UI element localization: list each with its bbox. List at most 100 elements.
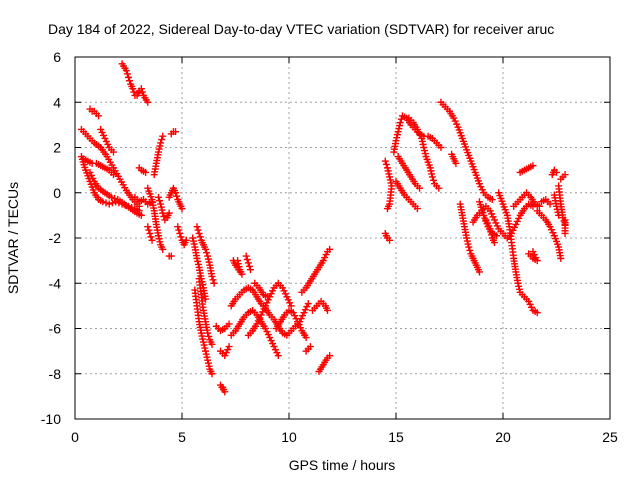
data-point [174, 223, 182, 231]
data-point [144, 223, 152, 231]
data-point [165, 209, 173, 217]
data-point [225, 343, 233, 351]
data-point [561, 171, 569, 179]
data-point [475, 268, 483, 276]
data-point [107, 193, 115, 201]
data-point [429, 176, 437, 184]
y-tick-label: 2 [53, 140, 61, 156]
data-point [229, 257, 237, 265]
grid-layer [75, 57, 610, 419]
data-point [123, 70, 131, 78]
data-point [108, 199, 116, 207]
axes: 0 5 10 15 20 25 -10 -8 -6 -4 -2 0 2 4 6 [41, 49, 618, 445]
data-point [146, 229, 154, 237]
data-point [208, 370, 216, 378]
data-points [77, 60, 569, 396]
data-point [95, 112, 103, 120]
data-point [195, 229, 203, 237]
data-point [533, 309, 541, 317]
data-point [145, 226, 153, 234]
y-tick-label: 4 [53, 94, 61, 110]
data-point [553, 168, 560, 176]
data-point [167, 252, 175, 260]
data-point [208, 272, 216, 280]
data-point [159, 245, 167, 253]
data-point [208, 340, 216, 348]
y-tick-label: -10 [41, 411, 61, 427]
data-point [203, 249, 211, 257]
data-point [125, 73, 132, 81]
data-point [194, 226, 202, 234]
data-point [302, 334, 310, 342]
data-point [137, 211, 145, 219]
x-tick-label: 0 [71, 429, 79, 445]
chart-title: Day 184 of 2022, Sidereal Day-to-day VTE… [48, 21, 554, 37]
data-point [182, 236, 190, 244]
data-point [99, 198, 107, 206]
data-point [209, 276, 217, 284]
data-point [546, 200, 554, 208]
x-tick-label: 15 [388, 429, 404, 445]
data-point [202, 245, 210, 253]
data-point [493, 232, 501, 240]
data-point [326, 352, 334, 360]
data-point [110, 171, 118, 179]
x-tick-label: 25 [602, 429, 618, 445]
data-point [178, 205, 186, 213]
data-point [148, 236, 156, 244]
y-tick-label: 6 [53, 49, 61, 65]
x-tick-label: 10 [281, 429, 297, 445]
y-tick-label: -6 [49, 321, 62, 337]
data-point [110, 148, 118, 156]
data-point [244, 259, 252, 267]
y-tick-label: -8 [49, 366, 62, 382]
x-tick-label: 20 [495, 429, 511, 445]
data-point [130, 88, 138, 96]
data-point [306, 343, 314, 351]
data-point [437, 144, 445, 151]
data-point [160, 213, 168, 221]
data-point [175, 226, 183, 234]
data-point [529, 248, 537, 256]
y-tick-label: 0 [53, 185, 61, 201]
data-point [560, 217, 568, 225]
data-point [382, 160, 390, 168]
data-point [386, 236, 394, 244]
data-point [137, 85, 145, 93]
data-point [243, 255, 251, 263]
data-point [428, 173, 436, 181]
data-point [416, 184, 424, 192]
data-point [490, 239, 498, 247]
data-point [193, 223, 201, 231]
data-point [173, 192, 181, 200]
data-point [555, 211, 563, 219]
data-point [210, 279, 218, 287]
data-point [102, 199, 110, 207]
data-point [535, 202, 543, 210]
data-point [172, 128, 180, 136]
data-point [452, 159, 460, 167]
data-point [176, 229, 184, 237]
data-point [138, 88, 146, 96]
data-point [246, 266, 254, 274]
data-point [204, 329, 212, 337]
data-point [381, 157, 389, 165]
data-point [529, 162, 537, 170]
data-point [122, 67, 130, 75]
data-point [126, 77, 134, 85]
data-point [561, 229, 569, 237]
data-point [158, 136, 166, 144]
y-tick-label: -4 [49, 275, 62, 291]
data-point [264, 293, 272, 301]
data-point [159, 209, 167, 217]
data-point [111, 194, 119, 202]
data-point [304, 300, 312, 308]
data-point [142, 168, 150, 176]
data-point [159, 132, 167, 140]
data-point [324, 306, 332, 314]
data-point [217, 381, 225, 389]
y-tick-label: -2 [49, 230, 62, 246]
x-tick-label: 5 [178, 429, 186, 445]
data-point [205, 332, 213, 340]
